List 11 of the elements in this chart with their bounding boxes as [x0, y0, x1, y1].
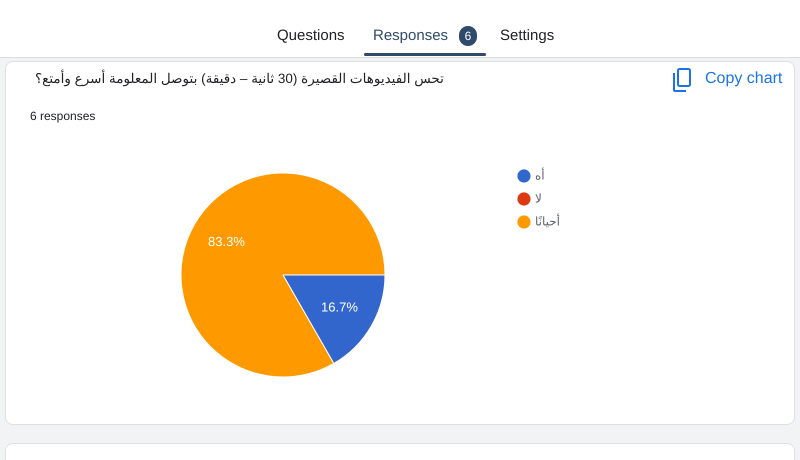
legend-label: أه — [534, 167, 545, 182]
data-label: 16.7% — [321, 299, 358, 314]
text: 6 responses — [30, 109, 96, 123]
text: Copy chart — [705, 70, 782, 88]
legend-label: أحيانًا — [534, 213, 560, 228]
text: Questions — [277, 27, 345, 44]
legend-label: لا — [534, 191, 542, 206]
text: Settings — [500, 27, 554, 44]
chart-title: تحس الفيديوهات القصيرة (30 ثانية – دقيقة) بتوصل المعلومة أسرع وأمتع؟ — [35, 71, 444, 87]
data-label: 83.3% — [208, 234, 246, 249]
text: Responses — [373, 27, 448, 44]
